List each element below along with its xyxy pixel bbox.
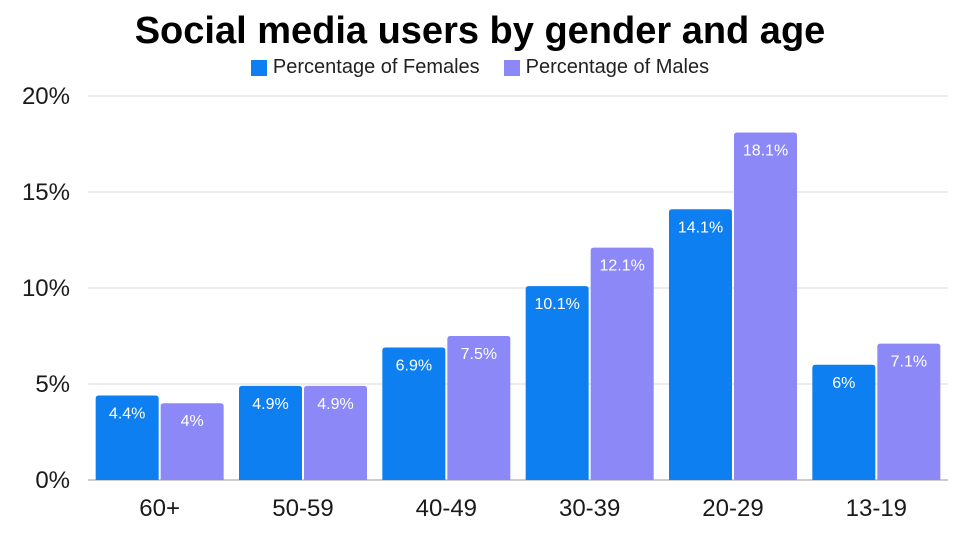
bar-males-60+ bbox=[160, 403, 224, 480]
bar-females-20-29 bbox=[669, 209, 732, 480]
legend-swatch-females bbox=[250, 59, 267, 76]
legend-item-males: Percentage of Males bbox=[503, 56, 710, 79]
data-label: 6.9% bbox=[396, 358, 432, 375]
data-label: 4% bbox=[181, 413, 204, 430]
x-tick-label: 13-19 bbox=[846, 495, 907, 522]
data-label: 4.9% bbox=[252, 396, 288, 413]
legend-label-males: Percentage of Males bbox=[525, 56, 710, 78]
legend-item-females: Percentage of Females bbox=[250, 56, 480, 79]
bar-males-40-49 bbox=[447, 336, 511, 480]
legend-swatch-males bbox=[503, 59, 520, 76]
y-tick-label: 20% bbox=[22, 83, 70, 110]
bar-females-13-19 bbox=[812, 364, 876, 480]
data-label: 7.1% bbox=[891, 354, 927, 371]
data-label: 4.4% bbox=[109, 406, 145, 423]
y-tick-label: 15% bbox=[22, 179, 70, 206]
legend: Percentage of Females Percentage of Male… bbox=[0, 56, 960, 79]
x-tick-label: 20-29 bbox=[702, 495, 763, 522]
chart-title: Social media users by gender and age bbox=[134, 10, 826, 52]
bar-females-40-49 bbox=[382, 347, 446, 480]
bar-males-50-59 bbox=[304, 385, 367, 480]
y-tick-label: 0% bbox=[35, 467, 70, 494]
x-tick-label: 50-59 bbox=[272, 495, 333, 522]
bar-males-13-19 bbox=[877, 343, 941, 480]
x-tick-label: 40-49 bbox=[416, 495, 477, 522]
y-tick-label: 10% bbox=[22, 275, 70, 302]
data-label: 6% bbox=[832, 375, 855, 392]
bar-males-30-39 bbox=[590, 247, 654, 480]
bar-females-60+ bbox=[95, 395, 159, 480]
bar-males-20-29 bbox=[734, 132, 797, 481]
data-label: 14.1% bbox=[678, 219, 723, 236]
bar-females-30-39 bbox=[525, 286, 589, 480]
data-label: 4.9% bbox=[317, 396, 353, 413]
data-label: 12.1% bbox=[599, 258, 644, 275]
legend-label-females: Percentage of Females bbox=[272, 56, 480, 78]
x-tick-label: 30-39 bbox=[559, 495, 620, 522]
x-tick-label: 60+ bbox=[139, 495, 180, 522]
data-label: 18.1% bbox=[743, 142, 788, 159]
data-label: 10.1% bbox=[534, 296, 579, 313]
bar-females-50-59 bbox=[239, 385, 302, 480]
y-tick-label: 5% bbox=[35, 371, 70, 398]
data-label: 7.5% bbox=[461, 346, 497, 363]
